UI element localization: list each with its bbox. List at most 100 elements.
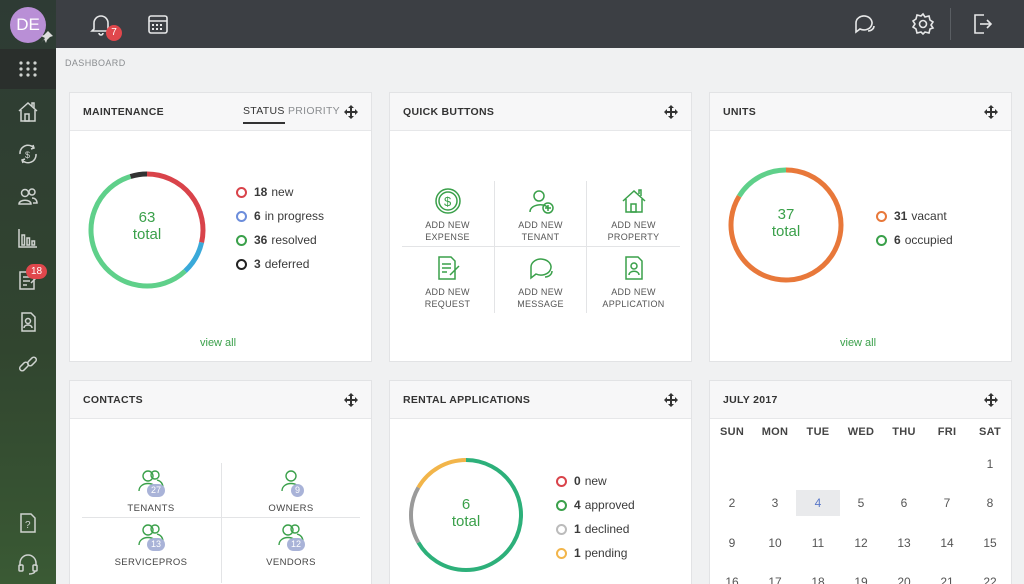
move-icon[interactable] <box>664 393 678 407</box>
legend-ring-icon <box>236 210 247 222</box>
sidebar-item-accounting[interactable]: $ <box>0 134 56 174</box>
calendar-card-header: JULY 2017 <box>710 381 1011 419</box>
calendar-day[interactable]: 14 <box>940 536 954 550</box>
vendors-label: VENDORS <box>266 557 316 568</box>
sidebar-item-dashboard[interactable] <box>0 49 56 89</box>
sidebar-item-help[interactable]: ? <box>0 503 56 543</box>
legend-row[interactable]: 6 in progress <box>236 204 324 228</box>
chat-icon[interactable] <box>852 11 878 37</box>
units-slice <box>737 167 787 198</box>
move-icon[interactable] <box>984 105 998 119</box>
move-icon[interactable] <box>664 105 678 119</box>
calendar-day[interactable]: 3 <box>771 496 779 510</box>
svg-text:?: ? <box>25 520 31 531</box>
avatar[interactable]: DE <box>10 7 46 43</box>
sidebar-item-reports[interactable] <box>0 218 56 258</box>
legend-label: new <box>271 185 294 199</box>
calendar-day[interactable]: 7 <box>943 496 951 510</box>
calendar-day[interactable]: 1 <box>986 457 994 471</box>
pin-icon[interactable] <box>40 30 54 44</box>
calendar-day[interactable]: 6 <box>900 496 908 510</box>
tab-status[interactable]: STATUS <box>243 105 285 124</box>
units-card: UNITS 37 total 31 vacant 6 occupied view al… <box>709 92 1012 362</box>
move-icon[interactable] <box>344 105 358 119</box>
legend-row[interactable]: 1 declined <box>556 517 635 541</box>
calendar-day[interactable]: 12 <box>854 536 868 550</box>
legend-row[interactable]: 18 new <box>236 180 324 204</box>
calendar-card: JULY 2017 SUN MON TUE WED THU FRI SAT 1 2 3 4 5 6 7 8 9… <box>709 380 1012 584</box>
maintenance-slice <box>146 171 206 244</box>
calendar-day[interactable]: 15 <box>983 536 997 550</box>
legend-ring-icon <box>556 475 567 487</box>
owners-icon <box>281 470 301 492</box>
calendar-day[interactable]: 8 <box>986 496 994 510</box>
contacts-owners[interactable]: 9 OWNERS <box>221 469 361 514</box>
legend-count: 1 <box>574 522 581 536</box>
sidebar-item-support[interactable] <box>0 544 56 584</box>
contacts-tenants[interactable]: 27 TENANTS <box>81 469 221 514</box>
units-total: 37 total <box>726 206 846 240</box>
people-icon <box>18 188 38 205</box>
maintenance-card: MAINTENANCE STATUS PRIORITY 63 total 18 n… <box>69 92 372 362</box>
rental-applications-donut-chart <box>409 458 523 572</box>
legend-row[interactable]: 6 occupied <box>876 228 953 252</box>
calendar-day[interactable]: 2 <box>728 496 736 510</box>
sidebar-item-contacts[interactable] <box>0 176 56 216</box>
add-new-application-button[interactable]: ADD NEW APPLICATION <box>587 248 680 313</box>
calendar-day[interactable]: 13 <box>897 536 911 550</box>
calendar-day[interactable]: 10 <box>768 536 782 550</box>
calendar-weekday: THU <box>892 426 916 438</box>
legend-label: deferred <box>264 257 310 271</box>
legend-ring-icon <box>556 523 567 535</box>
legend-row[interactable]: 4 approved <box>556 493 635 517</box>
sidebar-item-applications[interactable] <box>0 302 56 342</box>
calendar-day[interactable]: 20 <box>897 575 911 584</box>
calendar-day[interactable]: 11 <box>811 536 825 550</box>
units-card-header: UNITS <box>710 93 1011 131</box>
calendar-icon[interactable] <box>145 11 171 37</box>
rental-applications-total-value: 6 <box>461 496 471 513</box>
move-icon[interactable] <box>344 393 358 407</box>
house-icon <box>18 101 38 122</box>
add-new-property-button[interactable]: ADD NEW PROPERTY <box>587 181 680 246</box>
rental-applications-card: RENTAL APPLICATIONS 6 total 0 new 4 approve… <box>389 380 692 584</box>
legend-row[interactable]: 36 resolved <box>236 228 324 252</box>
add-new-message-button[interactable]: ADD NEW MESSAGE <box>494 248 587 313</box>
logout-icon[interactable] <box>969 11 995 37</box>
legend-row[interactable]: 1 pending <box>556 541 635 565</box>
legend-count: 36 <box>254 233 268 247</box>
move-icon[interactable] <box>984 393 998 407</box>
calendar-day[interactable]: 16 <box>725 575 739 584</box>
calendar-day-today[interactable]: 4 <box>796 490 840 516</box>
qb-line2: PROPERTY <box>607 232 660 242</box>
add-new-request-button[interactable]: ADD NEW REQUEST <box>401 248 494 313</box>
units-view-all-link[interactable]: view all <box>840 337 877 349</box>
calendar-day[interactable]: 18 <box>811 575 825 584</box>
maintenance-title: MAINTENANCE <box>83 106 164 118</box>
legend-count: 6 <box>894 233 901 247</box>
contacts-vendors[interactable]: 12 VENDORS <box>221 523 361 568</box>
calendar-day[interactable]: 19 <box>854 575 868 584</box>
calendar-day[interactable]: 17 <box>768 575 782 584</box>
units-slice <box>728 167 844 283</box>
tenants-label: TENANTS <box>127 503 175 514</box>
rental-applications-total: 6 total <box>406 496 526 530</box>
calendar-day[interactable]: 5 <box>857 496 865 510</box>
gear-icon[interactable] <box>910 11 936 37</box>
contacts-servicepros[interactable]: 13 SERVICEPROS <box>81 523 221 568</box>
maintenance-view-all-link[interactable]: view all <box>200 337 237 349</box>
sidebar-item-properties[interactable] <box>0 92 56 132</box>
rental-applications-title: RENTAL APPLICATIONS <box>403 394 531 406</box>
legend-row[interactable]: 3 deferred <box>236 252 324 276</box>
calendar-day[interactable]: 22 <box>983 575 997 584</box>
sidebar-item-integrations[interactable] <box>0 344 56 384</box>
legend-row[interactable]: 31 vacant <box>876 204 953 228</box>
add-new-expense-button[interactable]: $ ADD NEW EXPENSE <box>401 181 494 246</box>
legend-row[interactable]: 0 new <box>556 469 635 493</box>
calendar-day[interactable]: 9 <box>728 536 736 550</box>
tab-priority[interactable]: PRIORITY <box>288 105 340 117</box>
qb-line2: REQUEST <box>424 299 471 309</box>
calendar-day[interactable]: 21 <box>940 575 954 584</box>
money-cycle-icon: $ <box>19 144 37 164</box>
add-new-tenant-button[interactable]: ADD NEW TENANT <box>494 181 587 246</box>
